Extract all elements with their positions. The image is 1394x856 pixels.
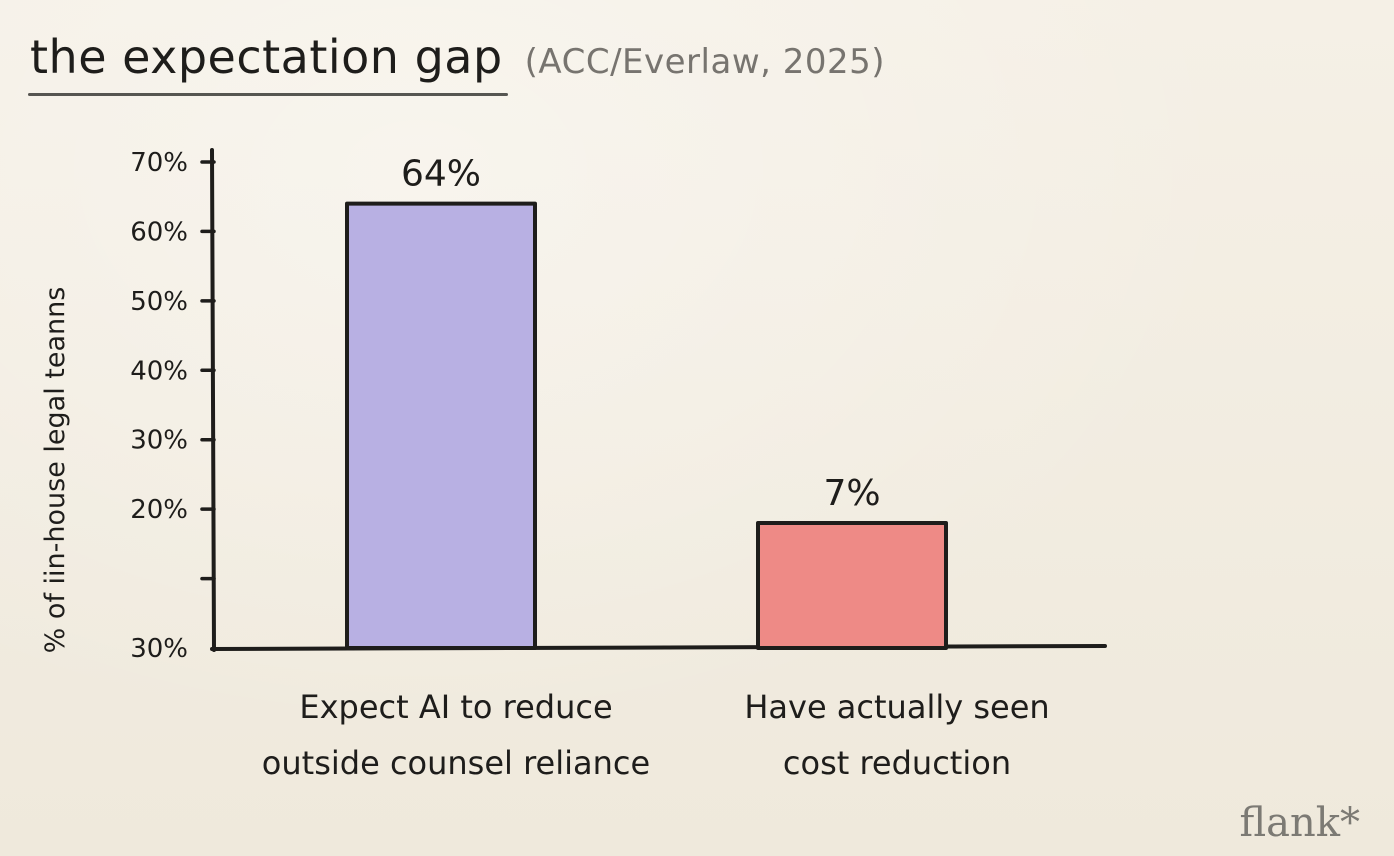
y-axis-line [210,148,216,652]
y-tick-label: 30% [130,426,188,456]
brand-logo: flank* [1239,800,1360,846]
y-tick-label: 60% [130,217,188,247]
category-label-line: outside counsel reliance [262,744,650,782]
y-tick-label: 20% [130,495,188,525]
chart-subtitle: (ACC/Everlaw, 2025) [524,42,886,82]
y-tick-label: 30% [130,634,188,664]
y-tick-label: 40% [130,356,188,386]
category-label-line: Expect AI to reduce [299,688,612,726]
category-label: Expect AI to reduce outside counsel relia… [262,688,650,782]
title-row: the expectation gap (ACC/Everlaw, 2025) [30,30,885,84]
category-label-line: cost reduction [783,744,1011,782]
y-tick-label: 70% [130,148,188,178]
bar-value-label: 64% [401,154,481,195]
bar-seen-reduction [756,521,948,650]
category-label: Have actually seen cost reduction [744,688,1049,782]
bar-expect-ai [345,201,537,651]
category-label-line: Have actually seen [744,688,1049,726]
y-tick-label: 50% [130,287,188,317]
chart-title: the expectation gap [30,30,503,84]
bar-value-label: 7% [823,473,880,514]
title-underline [28,93,508,96]
